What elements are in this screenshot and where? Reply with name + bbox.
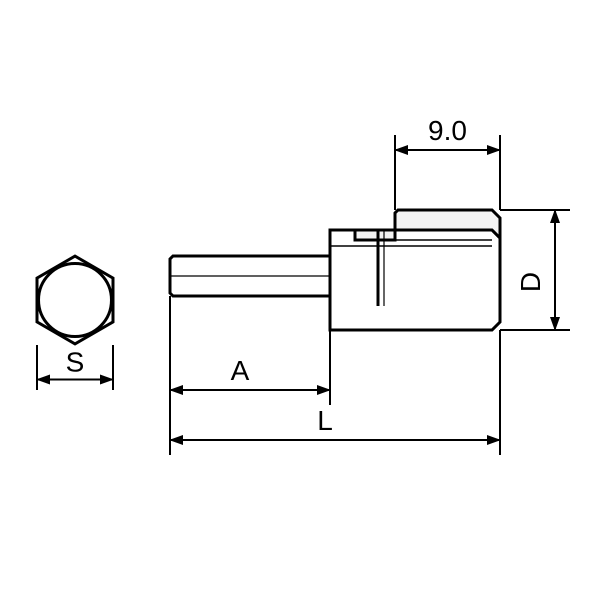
socket-body (330, 230, 500, 330)
dim-label-top: 9.0 (428, 115, 467, 146)
dim-label-D: D (515, 272, 546, 292)
dim-label-S: S (66, 347, 85, 378)
hex-cross-section (37, 256, 113, 344)
technical-drawing: S 9.0 D A L (0, 0, 600, 600)
dim-label-L: L (317, 405, 333, 436)
dim-label-A: A (231, 355, 250, 386)
